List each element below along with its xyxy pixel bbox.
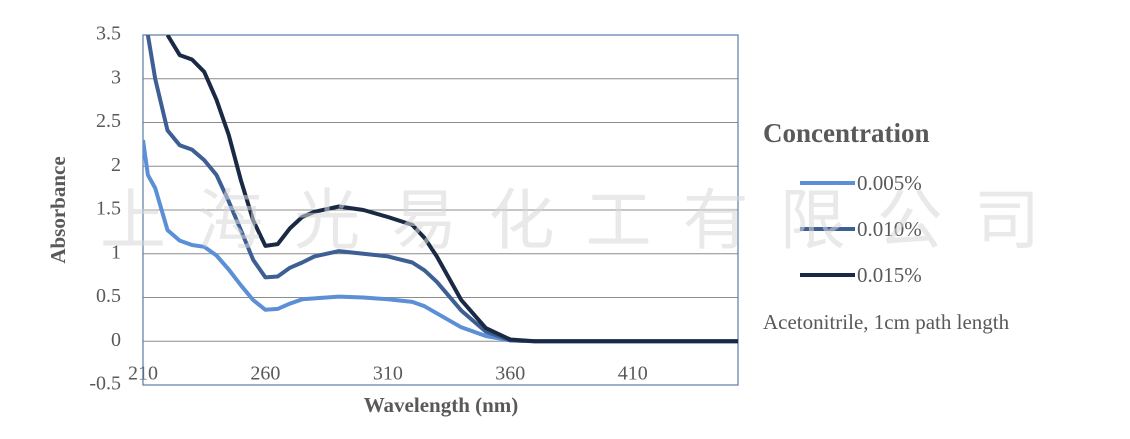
watermark: 上海光易化工有限公司 xyxy=(100,182,1040,259)
y-tick-label: 1.5 xyxy=(96,198,121,220)
legend-label: 0.005% xyxy=(857,171,922,195)
data-line xyxy=(165,35,738,344)
y-axis-label: Absorbance xyxy=(46,156,70,263)
plot-border xyxy=(142,34,739,386)
y-tick-label: 3.5 xyxy=(96,23,121,45)
y-tick-label: 3 xyxy=(111,66,121,88)
data-line xyxy=(143,139,738,344)
y-tick-label: 0.5 xyxy=(96,285,121,307)
x-tick-label: 410 xyxy=(618,363,648,385)
y-tick-label: 0 xyxy=(111,329,121,351)
legend-title: Concentration xyxy=(763,118,929,148)
x-axis-label: Wavelength (nm) xyxy=(364,393,519,417)
legend-label: 0.010% xyxy=(857,217,922,241)
legend-label: 0.015% xyxy=(857,263,922,287)
annotation: Acetonitrile, 1cm path length xyxy=(763,310,1010,334)
data-line xyxy=(145,35,738,344)
y-tick-label: 1 xyxy=(111,241,121,263)
x-tick-label: 360 xyxy=(495,363,525,385)
x-tick-label: 260 xyxy=(250,363,280,385)
y-tick-label: 2.5 xyxy=(96,110,121,132)
y-tick-label: -0.5 xyxy=(89,373,121,395)
y-tick-label: 2 xyxy=(111,154,121,176)
x-tick-label: 310 xyxy=(373,363,403,385)
